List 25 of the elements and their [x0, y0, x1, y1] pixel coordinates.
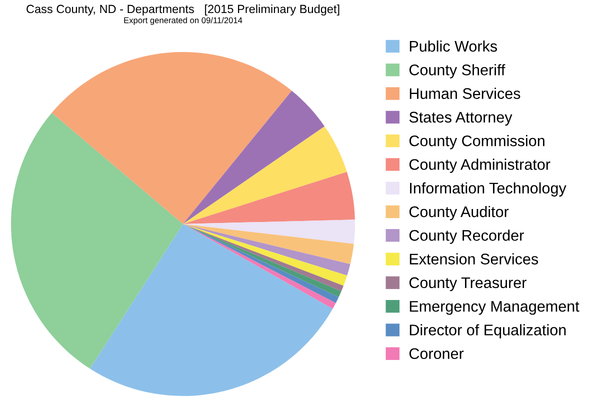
- legend-label: County Recorder: [409, 230, 524, 244]
- legend-label: County Commission: [409, 135, 544, 150]
- chart-title: Cass County, ND - Departments [2015 Preliminary Budget]: [26, 4, 340, 16]
- pie-slice: [183, 224, 350, 276]
- legend-label: Extension Services: [410, 253, 538, 264]
- legend-label: Information Technology: [410, 182, 566, 197]
- legend-label: Coroner: [409, 348, 464, 360]
- pie-slice: [90, 224, 333, 396]
- legend-label: States Attorney: [409, 112, 512, 126]
- pie-slice: [183, 126, 347, 224]
- legend-label: Human Services: [410, 88, 520, 99]
- legend-label: County Treasurer: [409, 277, 526, 292]
- pie-slice: [183, 220, 355, 244]
- legend-label: County Administrator: [409, 158, 550, 173]
- pie-slice: [52, 52, 292, 224]
- legend-label: Emergency Management: [410, 301, 580, 315]
- pie-slice: [11, 112, 183, 369]
- pie-slice: [183, 172, 355, 224]
- chart-subtitle: Export generated on 09/11/2014: [124, 17, 242, 25]
- legend-label: Public Works: [410, 40, 497, 52]
- legend-label: Director of Equalization: [410, 324, 566, 338]
- legend-label: County Sheriff: [409, 64, 506, 78]
- legend-label: County Auditor: [409, 206, 509, 220]
- pie-slice: [183, 90, 325, 224]
- pie-slice: [183, 224, 354, 264]
